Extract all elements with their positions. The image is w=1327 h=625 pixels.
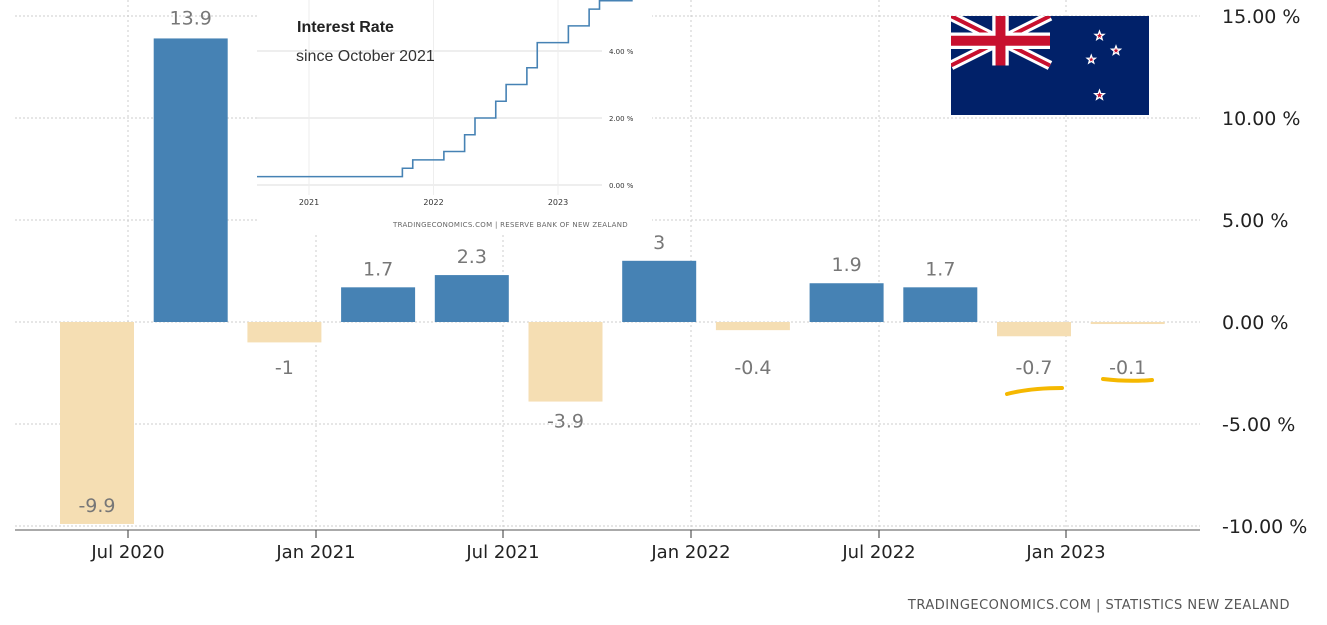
bar-value-label: 3: [653, 232, 665, 254]
bar-value-label: -1: [275, 357, 294, 379]
star-icon: [1085, 53, 1098, 65]
y-tick-label: 0.00 %: [1222, 312, 1288, 334]
bar-value-label: -0.1: [1109, 357, 1146, 379]
inset-title: Interest Rate: [297, 19, 394, 36]
bar: [715, 322, 790, 331]
bar-value-label: -9.9: [78, 495, 115, 517]
union-jack: [951, 16, 1053, 70]
bar: [153, 38, 228, 322]
bar-value-label: 1.7: [925, 258, 955, 280]
highlight-mark: [1101, 377, 1154, 383]
bar: [622, 260, 697, 322]
bar: [1090, 322, 1165, 325]
x-tick-label: Jul 2022: [841, 542, 915, 563]
southern-cross-stars: [1085, 29, 1123, 101]
y-tick-label: 15.00 %: [1222, 6, 1301, 28]
bar: [434, 275, 509, 322]
x-tick-label: Jan 2022: [650, 542, 730, 563]
bar: [60, 322, 134, 524]
bar: [903, 287, 978, 322]
bar: [809, 283, 884, 322]
interest-rate-chart: 4.00 % 2.00 % 0.00 % 2021 2022 2023: [257, 0, 634, 207]
inset-x-tick-label: 2023: [548, 198, 568, 207]
bar-value-label: 1.9: [831, 254, 861, 276]
star-icon: [1093, 88, 1106, 101]
interest-rate-line: [257, 0, 633, 178]
x-tick-label: Jan 2023: [1025, 542, 1105, 563]
inset-subtitle: since October 2021: [296, 48, 435, 65]
new-zealand-flag-icon: [951, 16, 1149, 115]
x-tick-label: Jan 2021: [275, 542, 355, 563]
y-tick-label: 5.00 %: [1222, 210, 1288, 232]
star-icon: [1093, 29, 1106, 42]
x-tick-label: Jul 2020: [90, 542, 164, 563]
y-tick-label: -10.00 %: [1222, 516, 1307, 538]
inset-y-tick-label: 2.00 %: [609, 115, 634, 123]
y-tick-label: 10.00 %: [1222, 108, 1301, 130]
interest-rate-inset: 4.00 % 2.00 % 0.00 % 2021 2022 2023 Interest …: [257, 0, 652, 232]
bar-value-label: -0.4: [734, 357, 771, 379]
bar-value-label: -3.9: [547, 411, 584, 433]
bar: [341, 287, 416, 322]
inset-y-tick-label: 4.00 %: [609, 48, 634, 56]
inset-x-tick-label: 2021: [299, 198, 319, 207]
inset-x-tick-label: 2022: [423, 198, 443, 207]
bar-value-label: -0.7: [1015, 357, 1052, 379]
y-tick-label: -5.00 %: [1222, 414, 1295, 436]
bar-value-label: 13.9: [170, 7, 212, 29]
highlight-mark: [1005, 386, 1064, 396]
bar: [997, 322, 1071, 337]
source-label: TRADINGECONOMICS.COM | STATISTICS NEW ZE…: [907, 598, 1290, 613]
bar-value-label: 2.3: [457, 246, 487, 268]
inset-y-tick-label: 0.00 %: [609, 182, 634, 190]
bar-value-label: 1.7: [363, 258, 393, 280]
star-icon: [1109, 44, 1123, 56]
inset-source-label: TRADINGECONOMICS.COM | RESERVE BANK OF N…: [393, 221, 628, 229]
x-tick-label: Jul 2021: [465, 542, 539, 563]
bar: [247, 322, 322, 343]
bar: [528, 322, 603, 402]
